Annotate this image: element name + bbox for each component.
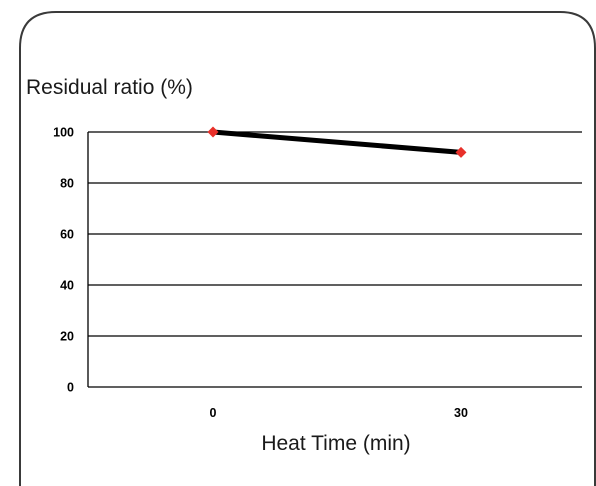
y-tick-label: 100 [53, 126, 74, 140]
y-tick-label: 20 [60, 330, 74, 344]
y-tick-label: 80 [60, 177, 74, 191]
x-tick-label: 30 [454, 406, 468, 420]
y-tick-labels: 0 20 40 60 80 100 [53, 126, 74, 395]
x-tick-label: 0 [210, 406, 217, 420]
data-point-30 [455, 146, 467, 158]
x-axis-label: Heat Time (min) [261, 432, 410, 455]
axes [87, 132, 582, 388]
series-line [212, 129, 462, 155]
gridlines [88, 131, 582, 337]
y-tick-label: 60 [60, 228, 74, 242]
series [207, 126, 467, 158]
y-tick-label: 40 [60, 279, 74, 293]
data-point-0 [207, 126, 219, 138]
y-axis-label: Residual ratio (%) [26, 76, 193, 99]
x-tick-labels: 0 30 [210, 406, 468, 420]
y-tick-label: 0 [67, 381, 74, 395]
chart-frame [19, 11, 596, 486]
